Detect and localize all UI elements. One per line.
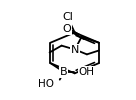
Text: N: N [71, 44, 79, 54]
Text: HO: HO [38, 78, 54, 88]
Text: B: B [60, 67, 68, 77]
Text: OH: OH [78, 67, 94, 77]
Text: O: O [63, 24, 71, 34]
Text: Cl: Cl [63, 12, 73, 22]
